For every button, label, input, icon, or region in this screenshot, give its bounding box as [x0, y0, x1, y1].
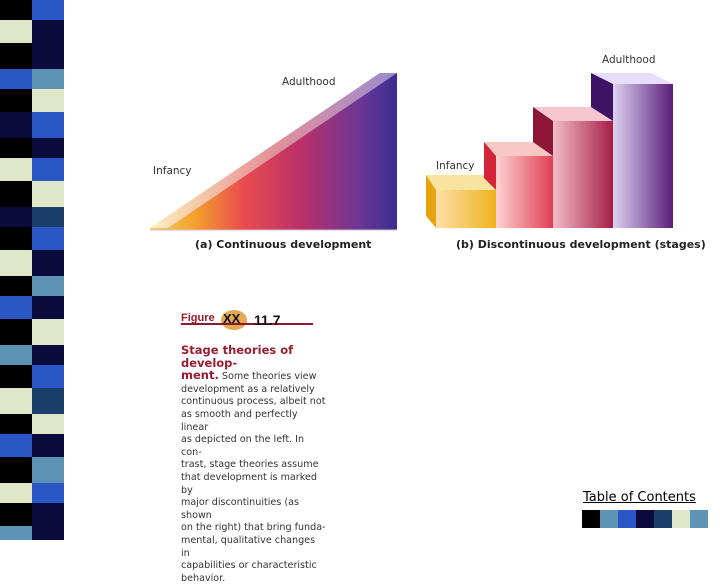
caption-body-line-2: continuous process, albeit not — [181, 396, 326, 408]
strip-cell — [32, 138, 64, 158]
strip-cell — [32, 388, 64, 414]
strip-cell — [32, 526, 64, 540]
caption-title-line2: ment. — [181, 368, 219, 383]
toc-swatch — [654, 510, 672, 528]
panel-a-caption: (a) Continuous development — [195, 238, 372, 251]
figure-label-mark — [181, 310, 313, 330]
strip-cell — [32, 345, 64, 365]
caption-body-line-5: trast, stage theories assume — [181, 459, 319, 471]
strip-cell — [0, 276, 32, 296]
strip-cell — [0, 0, 32, 20]
figure-xxx-mark: XX — [223, 311, 241, 326]
strip-cell — [32, 434, 64, 457]
strip-cell — [0, 181, 32, 207]
toc-swatch — [582, 510, 600, 528]
strip-cell — [0, 414, 32, 434]
figure-word: Figure — [181, 312, 215, 324]
strip-cell — [32, 296, 64, 319]
caption-body-line-4: as depicted on the left. In con- — [181, 434, 305, 458]
figure-caption-text: Stage theories of develop- ment. Some th… — [181, 344, 326, 585]
strip-cell — [32, 20, 64, 43]
toc-color-swatches — [582, 510, 708, 528]
continuous-ramp — [150, 73, 397, 231]
strip-cell — [0, 365, 32, 388]
strip-cell — [0, 526, 32, 540]
strip-cell — [32, 503, 64, 526]
caption-body-line-9: mental, qualitative changes in — [181, 534, 316, 559]
strip-cell — [0, 207, 32, 227]
panel-a-infancy-label: Infancy — [153, 165, 192, 177]
strip-cell — [0, 345, 32, 365]
strip-cell — [32, 483, 64, 503]
strip-cell — [0, 227, 32, 250]
caption-body-line-8: on the right) that bring funda- — [181, 522, 326, 534]
caption-body-line-6: that development is marked by — [181, 471, 317, 496]
strip-cell — [0, 388, 32, 414]
strip-cell — [0, 43, 32, 69]
strip-cell — [32, 207, 64, 227]
caption-body-line-10: capabilities or characteristic — [181, 560, 317, 572]
strip-cell — [32, 112, 64, 138]
toc-swatch — [636, 510, 654, 528]
strip-cell — [0, 89, 32, 112]
caption-body-line-11: behavior. — [181, 572, 226, 584]
strip-cell — [0, 319, 32, 345]
strip-cell — [32, 43, 64, 69]
caption-body-line-3: as smooth and perfectly linear — [181, 408, 298, 433]
strip-cell — [32, 250, 64, 276]
panel-b-caption: (b) Discontinuous development (stages) — [456, 238, 706, 251]
strip-cell — [32, 414, 64, 434]
caption-line-1: ment. Some theories view — [181, 369, 326, 384]
strip-cell — [0, 20, 32, 43]
strip-cell — [32, 227, 64, 250]
panel-b-infancy-label: Infancy — [436, 160, 475, 172]
decorative-left-strip — [0, 0, 64, 540]
strip-cell — [32, 89, 64, 112]
strip-cell — [32, 181, 64, 207]
strip-cell — [32, 158, 64, 181]
toc-swatch — [672, 510, 690, 528]
caption-body-line-7: major discontinuities (as shown — [181, 497, 299, 521]
figure-number: 11.7 — [254, 312, 281, 328]
strip-cell — [32, 457, 64, 483]
strip-cell — [32, 365, 64, 388]
figure-heading: Figure XX 11.7 — [181, 311, 316, 334]
toc-swatch — [618, 510, 636, 528]
strip-cell — [32, 0, 64, 20]
strip-cell — [0, 483, 32, 503]
toc-swatch — [600, 510, 618, 528]
strip-cell — [0, 503, 32, 526]
strip-cell — [0, 250, 32, 276]
strip-cell — [0, 69, 32, 89]
panel-b-adulthood-label: Adulthood — [602, 54, 656, 66]
strip-cell — [0, 158, 32, 181]
stage-steps — [426, 73, 673, 228]
caption-body-line-0: Some theories view — [218, 371, 317, 383]
strip-cell — [32, 319, 64, 345]
panel-a-adulthood-label: Adulthood — [282, 76, 336, 88]
toc-swatch — [690, 510, 708, 528]
caption-body-line-1: development as a relatively — [181, 383, 315, 395]
strip-cell — [32, 276, 64, 296]
strip-cell — [0, 138, 32, 158]
strip-cell — [0, 457, 32, 483]
strip-cell — [0, 112, 32, 138]
table-of-contents-link[interactable]: Table of Contents — [583, 490, 696, 505]
caption-title-line1: Stage theories of develop- — [181, 343, 294, 370]
strip-cell — [0, 296, 32, 319]
stage-theories-figure — [150, 73, 673, 330]
strip-cell — [32, 69, 64, 89]
strip-cell — [0, 434, 32, 457]
